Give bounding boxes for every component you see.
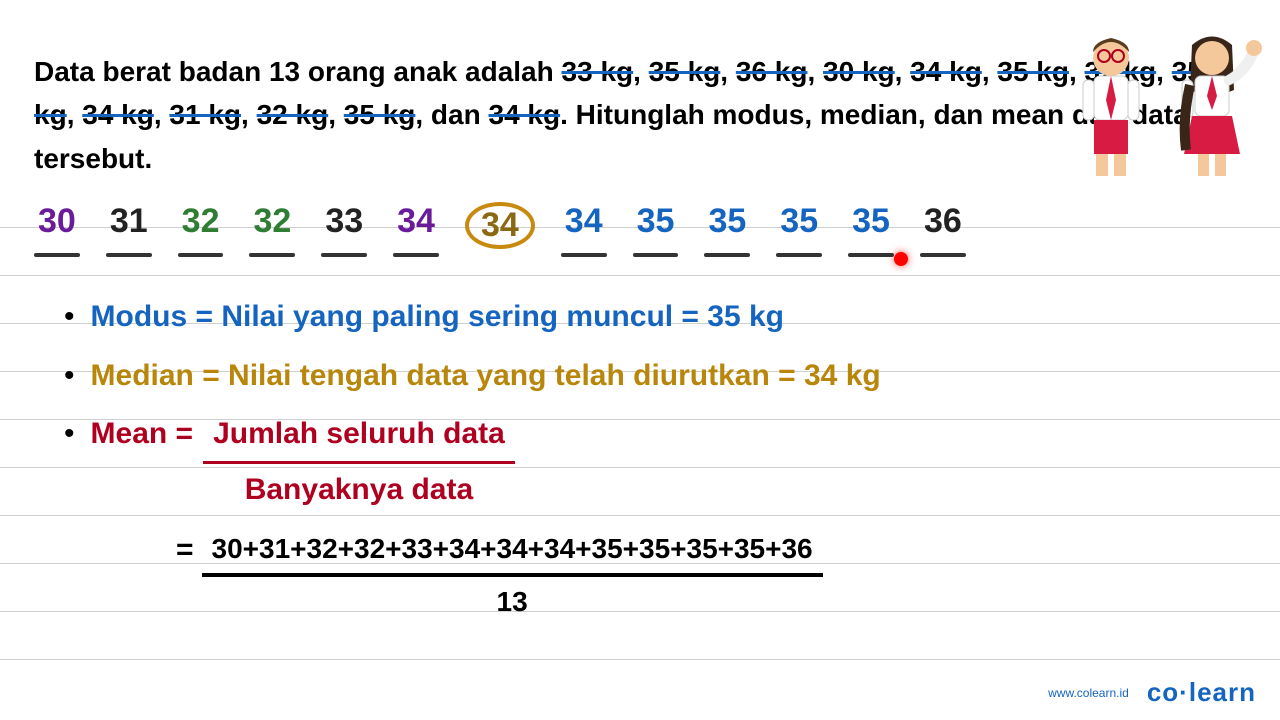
sorted-number: 30 xyxy=(34,202,80,249)
kids-illustration xyxy=(1066,30,1262,180)
modus-row: • Modus = Nilai yang paling sering muncu… xyxy=(64,291,1246,344)
footer: www.colearn.id co·learn xyxy=(1048,677,1256,708)
modus-label: Modus = Nilai yang paling sering muncul … xyxy=(91,300,708,333)
mean-row: • Mean = Jumlah seluruh data Banyaknya d… xyxy=(64,408,1246,516)
bullet-icon: • xyxy=(64,408,75,461)
boy-character-icon xyxy=(1066,30,1156,180)
bullet-icon: • xyxy=(64,291,75,344)
sorted-number: 34 xyxy=(561,202,607,249)
modus-value: 35 kg xyxy=(707,300,784,333)
mean-sum-bot: 13 xyxy=(487,577,538,626)
answers-block: • Modus = Nilai yang paling sering muncu… xyxy=(34,291,1246,626)
mean-formula-fraction: Jumlah seluruh data Banyaknya data xyxy=(203,408,515,516)
bullet-icon: • xyxy=(64,350,75,403)
median-row: • Median = Nilai tengah data yang telah … xyxy=(64,350,1246,403)
sorted-number: 31 xyxy=(106,202,152,249)
sorted-number: 35 xyxy=(848,202,894,249)
sorted-number: 32 xyxy=(249,202,295,249)
sorted-data-row: 30 31 32 32 33 34 34 34 35 35 35 35 36 xyxy=(34,202,1246,249)
mean-frac-bot: Banyaknya data xyxy=(235,464,483,517)
sorted-number: 36 xyxy=(920,202,966,249)
sorted-number: 35 xyxy=(704,202,750,249)
sorted-number: 34 xyxy=(465,202,535,249)
mean-calculation: = 30+31+32+32+33+34+34+34+35+35+35+35+36… xyxy=(176,524,1246,626)
mean-sum-top: 30+31+32+32+33+34+34+34+35+35+35+35+36 xyxy=(202,524,823,577)
mean-sum-fraction: 30+31+32+32+33+34+34+34+35+35+35+35+36 1… xyxy=(202,524,823,626)
sorted-number: 35 xyxy=(633,202,679,249)
mean-label: Mean = xyxy=(91,408,194,461)
equals-sign: = xyxy=(176,524,194,577)
sorted-number: 34 xyxy=(393,202,439,249)
question-text: Data berat badan 13 orang anak adalah 33… xyxy=(34,50,1246,180)
mean-frac-top: Jumlah seluruh data xyxy=(203,408,515,464)
footer-url: www.colearn.id xyxy=(1048,686,1129,700)
sorted-number: 35 xyxy=(776,202,822,249)
median-value: 34 kg xyxy=(804,359,881,392)
median-label: Median = Nilai tengah data yang telah di… xyxy=(91,359,804,392)
colearn-logo: co·learn xyxy=(1147,677,1256,708)
sorted-number: 32 xyxy=(178,202,224,249)
sorted-number: 33 xyxy=(321,202,367,249)
girl-character-icon xyxy=(1162,30,1262,180)
